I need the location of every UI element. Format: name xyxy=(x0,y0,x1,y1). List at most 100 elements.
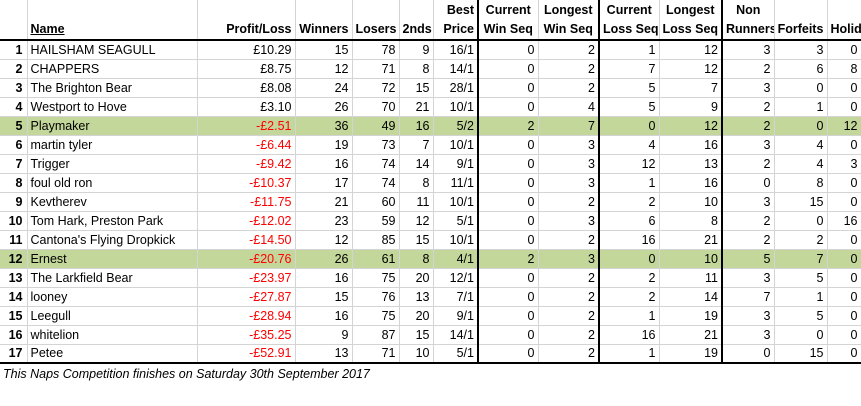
cell-2nds: 8 xyxy=(399,173,434,193)
cell-rank: 2 xyxy=(0,59,28,79)
cell-longest-loss-seq: 21 xyxy=(659,325,723,345)
header-non-runners: Non Runners xyxy=(722,0,775,41)
cell-best-price: 5/2 xyxy=(433,116,479,136)
cell-rank: 8 xyxy=(0,173,28,193)
header-current-win-seq: Current Win Seq xyxy=(477,0,539,41)
cell-current-loss-seq: 4 xyxy=(599,135,660,155)
cell-longest-loss-seq: 12 xyxy=(659,59,723,79)
cell-profit-loss: -£14.50 xyxy=(197,230,296,250)
cell-winners: 23 xyxy=(295,211,353,231)
table-row: 3 The Brighton Bear £8.08 24 72 15 28/1 0 2 5 7 3 0 0 xyxy=(0,78,861,98)
cell-rank: 16 xyxy=(0,325,28,345)
table-row: 10 Tom Hark, Preston Park -£12.02 23 59 12 5/1… xyxy=(0,211,861,231)
cell-non-runners: 3 xyxy=(722,192,775,212)
cell-non-runners: 0 xyxy=(722,173,775,193)
cell-winners: 16 xyxy=(295,268,353,288)
cell-longest-loss-seq: 12 xyxy=(659,116,723,136)
cell-winners: 15 xyxy=(295,287,353,307)
cell-current-win-seq: 0 xyxy=(477,40,539,60)
cell-name: martin tyler xyxy=(27,135,198,155)
cell-forfeits: 6 xyxy=(774,59,828,79)
header-rank xyxy=(0,0,28,41)
cell-forfeits: 5 xyxy=(774,306,828,326)
cell-current-win-seq: 0 xyxy=(477,306,539,326)
cell-2nds: 14 xyxy=(399,154,434,174)
cell-holiday: 8 xyxy=(827,59,861,79)
cell-winners: 15 xyxy=(295,40,353,60)
cell-rank: 5 xyxy=(0,116,28,136)
cell-longest-win-seq: 2 xyxy=(538,306,600,326)
cell-profit-loss: -£6.44 xyxy=(197,135,296,155)
cell-2nds: 16 xyxy=(399,116,434,136)
cell-forfeits: 15 xyxy=(774,344,828,364)
cell-holiday: 0 xyxy=(827,230,861,250)
cell-best-price: 10/1 xyxy=(433,230,479,250)
cell-non-runners: 2 xyxy=(722,154,775,174)
cell-2nds: 15 xyxy=(399,325,434,345)
cell-2nds: 8 xyxy=(399,249,434,269)
cell-2nds: 13 xyxy=(399,287,434,307)
cell-name: foul old ron xyxy=(27,173,198,193)
cell-longest-win-seq: 3 xyxy=(538,135,600,155)
cell-name: Tom Hark, Preston Park xyxy=(27,211,198,231)
cell-profit-loss: £8.08 xyxy=(197,78,296,98)
cell-longest-win-seq: 3 xyxy=(538,173,600,193)
cell-losers: 76 xyxy=(352,287,400,307)
cell-winners: 13 xyxy=(295,344,353,364)
cell-winners: 12 xyxy=(295,59,353,79)
table-row: 8 foul old ron -£10.37 17 74 8 11/1 0 3 1 16 0 8 0 xyxy=(0,173,861,193)
header-profit-loss: Profit/Loss xyxy=(197,0,296,41)
cell-best-price: 10/1 xyxy=(433,192,479,212)
cell-current-loss-seq: 1 xyxy=(599,306,660,326)
naps-league-table: Name Profit/Loss Winners Losers 2nds Bes… xyxy=(0,0,861,381)
cell-forfeits: 3 xyxy=(774,40,828,60)
header-current-loss-seq: Current Loss Seq xyxy=(599,0,660,41)
cell-current-loss-seq: 7 xyxy=(599,59,660,79)
cell-current-win-seq: 0 xyxy=(477,135,539,155)
cell-longest-loss-seq: 7 xyxy=(659,78,723,98)
cell-longest-loss-seq: 9 xyxy=(659,97,723,117)
cell-losers: 74 xyxy=(352,173,400,193)
cell-name: HAILSHAM SEAGULL xyxy=(27,40,198,60)
cell-winners: 16 xyxy=(295,306,353,326)
cell-name: Ernest xyxy=(27,249,198,269)
header-winners: Winners xyxy=(295,0,353,41)
cell-current-loss-seq: 2 xyxy=(599,287,660,307)
cell-longest-loss-seq: 12 xyxy=(659,40,723,60)
cell-current-win-seq: 0 xyxy=(477,78,539,98)
cell-forfeits: 5 xyxy=(774,268,828,288)
table-row: 13 The Larkfield Bear -£23.97 16 75 20 12/1 0 2 2… xyxy=(0,268,861,288)
cell-rank: 15 xyxy=(0,306,28,326)
cell-forfeits: 8 xyxy=(774,173,828,193)
cell-holiday: 12 xyxy=(827,116,861,136)
cell-non-runners: 3 xyxy=(722,268,775,288)
cell-losers: 74 xyxy=(352,154,400,174)
cell-holiday: 0 xyxy=(827,325,861,345)
cell-profit-loss: -£2.51 xyxy=(197,116,296,136)
cell-rank: 17 xyxy=(0,344,28,364)
cell-longest-loss-seq: 16 xyxy=(659,135,723,155)
cell-longest-win-seq: 3 xyxy=(538,154,600,174)
table-row: 15 Leegull -£28.94 16 75 20 9/1 0 2 1 19 3 5 0 xyxy=(0,306,861,326)
cell-current-loss-seq: 0 xyxy=(599,249,660,269)
cell-non-runners: 5 xyxy=(722,249,775,269)
cell-current-win-seq: 0 xyxy=(477,97,539,117)
table-row: 17 Petee -£52.91 13 71 10 5/1 0 2 1 19 0 15 0 xyxy=(0,344,861,364)
cell-longest-win-seq: 2 xyxy=(538,287,600,307)
cell-forfeits: 7 xyxy=(774,249,828,269)
cell-name: Westport to Hove xyxy=(27,97,198,117)
cell-winners: 19 xyxy=(295,135,353,155)
cell-holiday: 0 xyxy=(827,306,861,326)
cell-rank: 1 xyxy=(0,40,28,60)
cell-longest-win-seq: 2 xyxy=(538,344,600,364)
cell-longest-loss-seq: 8 xyxy=(659,211,723,231)
cell-current-win-seq: 0 xyxy=(477,287,539,307)
cell-holiday: 0 xyxy=(827,135,861,155)
footer-note: This Naps Competition finishes on Saturd… xyxy=(3,367,370,381)
cell-longest-win-seq: 2 xyxy=(538,230,600,250)
cell-2nds: 8 xyxy=(399,59,434,79)
cell-forfeits: 2 xyxy=(774,230,828,250)
header-forfeits: Forfeits xyxy=(774,0,828,41)
cell-best-price: 16/1 xyxy=(433,40,479,60)
cell-non-runners: 0 xyxy=(722,344,775,364)
